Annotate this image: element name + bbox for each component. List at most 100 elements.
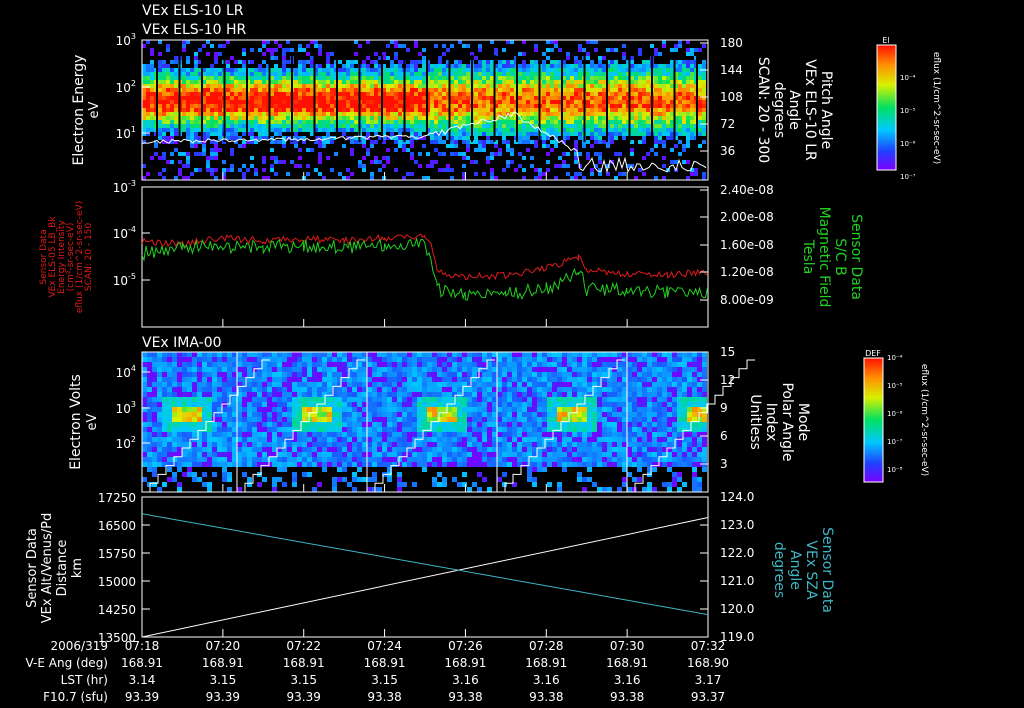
- els-cell: [454, 140, 458, 144]
- ima-cell: [152, 437, 157, 442]
- els-cell: [550, 92, 554, 96]
- els-cell: [510, 148, 514, 152]
- els-cell: [230, 104, 234, 108]
- ima-cell: [212, 442, 217, 447]
- ima-cell: [302, 407, 307, 412]
- els-cell: [242, 128, 246, 132]
- els-cell: [498, 60, 502, 64]
- els-cell: [458, 136, 462, 140]
- ima-cell: [447, 412, 452, 417]
- els-cell: [230, 152, 234, 156]
- els-cell: [262, 104, 266, 108]
- ima-cell: [417, 442, 422, 447]
- els-cell: [374, 140, 378, 144]
- els-cell: [142, 124, 146, 128]
- els-cell: [254, 96, 258, 100]
- ima-cell: [367, 357, 372, 362]
- ima-cell: [352, 392, 357, 397]
- els-cell: [298, 92, 302, 96]
- els-cell: [658, 96, 662, 100]
- els-cell: [634, 64, 638, 68]
- els-cell: [174, 116, 178, 120]
- els-cell: [614, 88, 618, 92]
- els-cell: [530, 68, 534, 72]
- els-cell: [306, 100, 310, 104]
- els-cell: [646, 152, 650, 156]
- ima-cell: [472, 382, 477, 387]
- els-cell: [650, 148, 654, 152]
- ima-cell: [402, 397, 407, 402]
- els-cell: [570, 120, 574, 124]
- els-cell: [586, 72, 590, 76]
- els-cell: [502, 88, 506, 92]
- els-cell: [466, 124, 470, 128]
- els-cell: [282, 64, 286, 68]
- els-cell: [238, 112, 242, 116]
- els-cell: [366, 108, 370, 112]
- ima-cell: [327, 407, 332, 412]
- els-cell: [494, 132, 498, 136]
- els-cell: [610, 96, 614, 100]
- els-cell: [430, 108, 434, 112]
- ima-cell: [362, 457, 367, 462]
- els-cell: [450, 144, 454, 148]
- els-cell: [366, 116, 370, 120]
- els-cell: [498, 112, 502, 116]
- els-cell: [642, 100, 646, 104]
- els-cell: [686, 88, 690, 92]
- els-y-tick-label: 101: [116, 125, 136, 141]
- els-cell: [646, 72, 650, 76]
- ima-cell: [207, 412, 212, 417]
- els-cell: [458, 96, 462, 100]
- ima-cell: [232, 452, 237, 457]
- els-cell: [318, 124, 322, 128]
- ima-cell: [442, 427, 447, 432]
- els-cell: [234, 92, 238, 96]
- ima-cell: [427, 422, 432, 427]
- els-cell: [482, 140, 486, 144]
- els-cell: [310, 124, 314, 128]
- els-cell: [194, 64, 198, 68]
- els-cell: [530, 156, 534, 160]
- els-cell: [274, 84, 278, 88]
- els-cell: [174, 68, 178, 72]
- eflux-label-line: Sensor Data: [39, 229, 49, 284]
- els-cell: [510, 108, 514, 112]
- els-cell: [330, 84, 334, 88]
- els-cell: [446, 68, 450, 72]
- els-cell: [330, 68, 334, 72]
- els-cell: [658, 104, 662, 108]
- ima-cell: [372, 437, 377, 442]
- els-cell: [554, 40, 558, 44]
- ima-cell: [457, 367, 462, 372]
- ima-cell: [142, 392, 147, 397]
- els-cell: [686, 128, 690, 132]
- ima-cell: [202, 432, 207, 437]
- ima-cell: [307, 367, 312, 372]
- els-cell: [462, 132, 466, 136]
- els-cell: [674, 72, 678, 76]
- els-cell: [170, 132, 174, 136]
- els-cell: [690, 68, 694, 72]
- ima-cell: [377, 407, 382, 412]
- ima-cell: [482, 357, 487, 362]
- ima-cell: [202, 407, 207, 412]
- els-cell: [494, 144, 498, 148]
- ima-cell: [222, 422, 227, 427]
- ima-cell: [197, 422, 202, 427]
- ima-cell: [222, 437, 227, 442]
- ima-cell: [312, 382, 317, 387]
- ima-cell: [357, 447, 362, 452]
- els-cell: [162, 68, 166, 72]
- els-cell: [394, 120, 398, 124]
- els-cell: [406, 104, 410, 108]
- els-cell: [566, 120, 570, 124]
- ima-cell: [397, 417, 402, 422]
- els-cell: [554, 104, 558, 108]
- els-cell: [634, 116, 638, 120]
- ima-cell: [397, 392, 402, 397]
- ima-cell: [272, 462, 277, 467]
- els-cell: [194, 68, 198, 72]
- ima-cell: [452, 382, 457, 387]
- ima-cell: [322, 457, 327, 462]
